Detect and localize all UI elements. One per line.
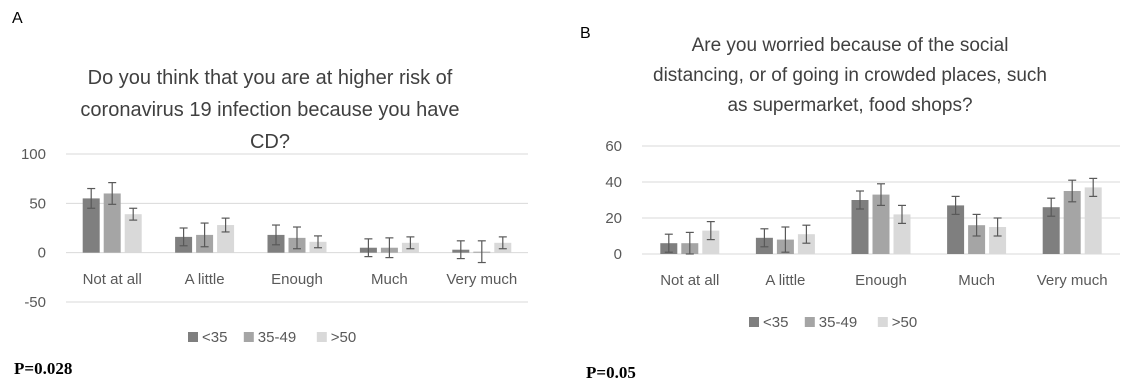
y-tick-label: 60 xyxy=(605,138,622,155)
bar xyxy=(968,225,986,254)
bar xyxy=(217,225,235,253)
panel-a-chart: A Do you think that you are at higher ris… xyxy=(12,10,528,346)
chart-title-line: Are you worried because of the social xyxy=(692,35,1009,56)
chart-title-line: coronavirus 19 infection because you hav… xyxy=(80,99,459,121)
legend-swatch xyxy=(188,332,198,342)
x-tick-label: A little xyxy=(185,271,225,288)
bar xyxy=(947,205,965,254)
legend-swatch xyxy=(316,332,327,342)
p-value-b: P=0.05 xyxy=(586,363,636,382)
bar xyxy=(797,234,815,254)
y-tick-label: 100 xyxy=(21,146,46,163)
x-tick-label: Enough xyxy=(271,271,323,288)
bar xyxy=(1042,207,1060,254)
x-tick-label: Very much xyxy=(446,271,517,288)
x-tick-label: Not at all xyxy=(83,271,142,288)
bar xyxy=(1084,187,1102,254)
bar xyxy=(893,214,911,254)
y-tick-label: -50 xyxy=(24,294,46,311)
x-tick-label: A little xyxy=(765,272,805,289)
x-tick-label: Enough xyxy=(855,272,907,289)
p-value-a: P=0.028 xyxy=(14,359,73,378)
bar xyxy=(103,193,121,253)
legend-label: 35-49 xyxy=(819,314,857,331)
y-tick-label: 0 xyxy=(38,245,46,262)
x-tick-label: Much xyxy=(958,272,995,289)
x-tick-label: Much xyxy=(371,271,408,288)
bar xyxy=(82,198,100,253)
y-tick-label: 40 xyxy=(605,174,622,191)
y-tick-label: 0 xyxy=(614,246,622,263)
panel-letter: B xyxy=(580,25,591,42)
legend-swatch xyxy=(749,317,759,327)
legend-label: >50 xyxy=(331,329,356,346)
legend-swatch xyxy=(877,317,888,327)
legend-swatch xyxy=(243,332,254,342)
chart-title-line: distancing, or of going in crowded place… xyxy=(653,65,1047,86)
legend-label: <35 xyxy=(763,314,788,331)
bar xyxy=(872,194,890,254)
y-tick-label: 20 xyxy=(605,210,622,227)
legend-label: >50 xyxy=(892,314,917,331)
y-tick-label: 50 xyxy=(29,195,46,212)
bar xyxy=(1063,191,1081,254)
x-tick-label: Very much xyxy=(1037,272,1108,289)
chart-title-line: Do you think that you are at higher risk… xyxy=(88,67,453,89)
legend-label: 35-49 xyxy=(258,329,296,346)
bar xyxy=(851,200,869,254)
chart-title-line: as supermarket, food shops? xyxy=(727,95,972,116)
panel-letter: A xyxy=(12,10,23,27)
bar xyxy=(702,230,720,254)
legend-label: <35 xyxy=(202,329,227,346)
bar xyxy=(124,214,142,253)
chart-title-line: CD? xyxy=(250,131,290,153)
legend-swatch xyxy=(804,317,815,327)
x-tick-label: Not at all xyxy=(660,272,719,289)
bar xyxy=(989,227,1007,254)
panel-b-chart: B Are you worried because of the social di… xyxy=(580,25,1120,331)
